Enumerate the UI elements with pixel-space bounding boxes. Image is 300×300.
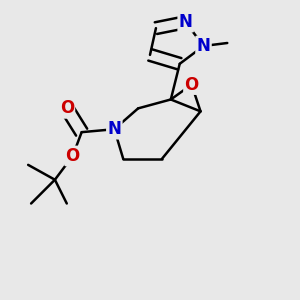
Text: O: O (184, 76, 199, 94)
Text: N: N (196, 37, 210, 55)
Text: N: N (179, 13, 193, 31)
Text: O: O (60, 99, 74, 117)
Text: O: O (66, 147, 80, 165)
Text: N: N (107, 120, 121, 138)
